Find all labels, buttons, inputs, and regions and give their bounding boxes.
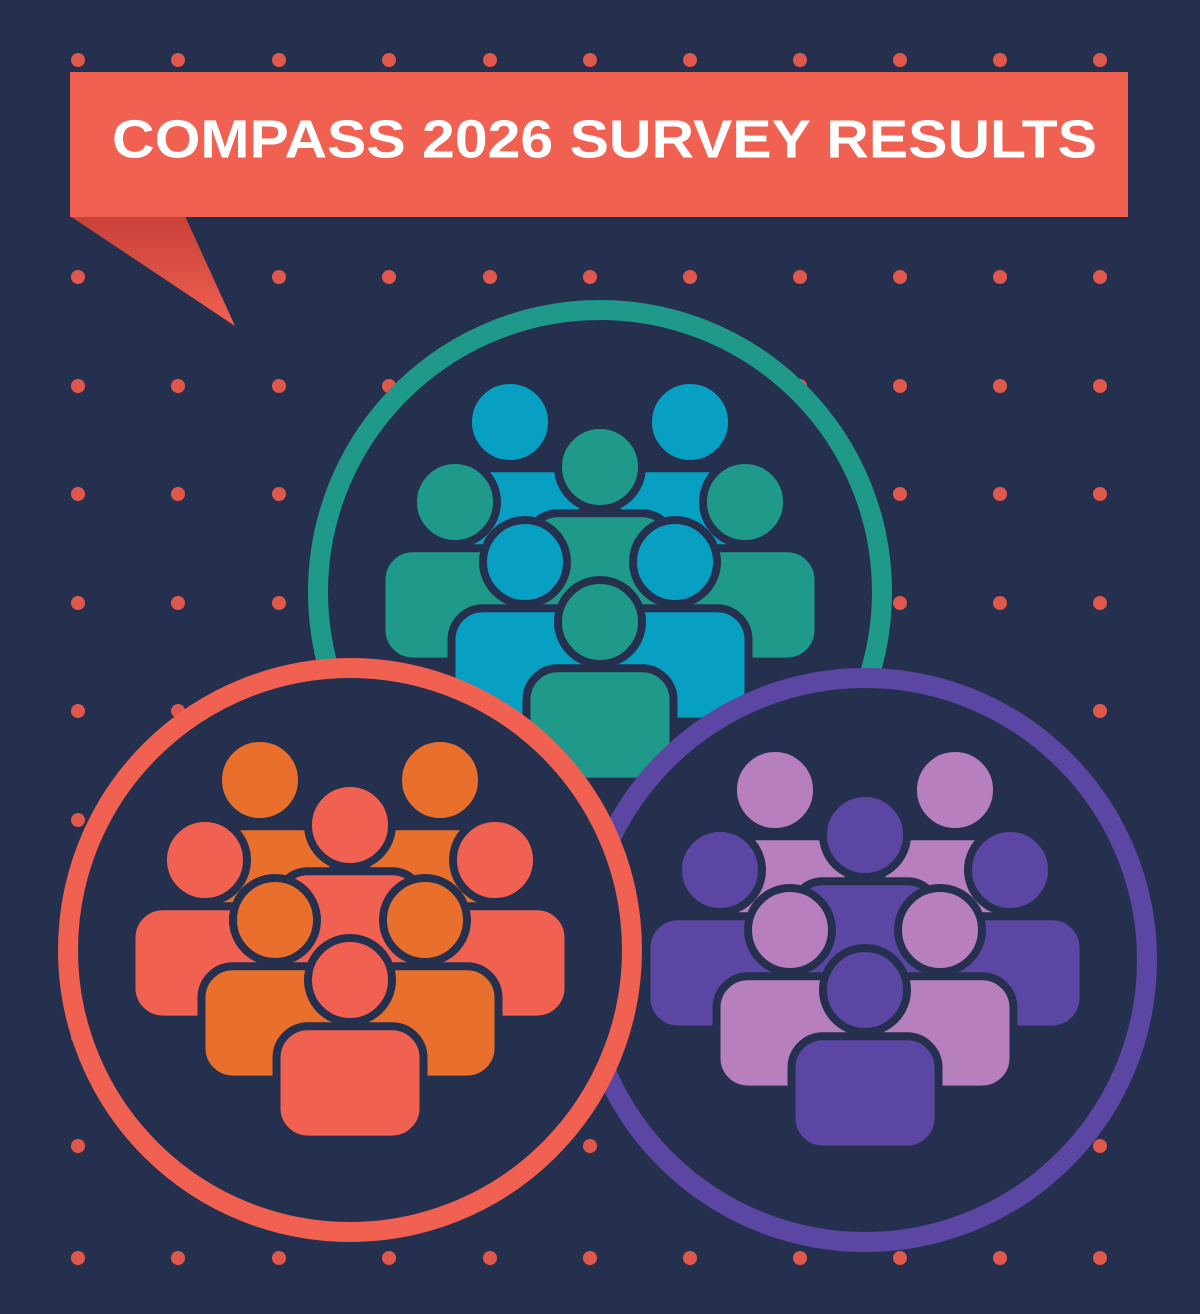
- person-head: [674, 824, 766, 916]
- dot: [893, 270, 907, 284]
- dot: [272, 270, 286, 284]
- dot: [71, 487, 85, 501]
- dot: [583, 53, 597, 67]
- dot: [893, 53, 907, 67]
- dot: [71, 596, 85, 610]
- dot: [993, 53, 1007, 67]
- dot: [583, 270, 597, 284]
- people-icon: [127, 734, 573, 1144]
- people-group: [58, 658, 642, 1242]
- dot: [272, 1251, 286, 1265]
- dot: [793, 1251, 807, 1265]
- person-head: [744, 884, 836, 976]
- dot: [1093, 270, 1107, 284]
- person-head: [479, 516, 571, 608]
- dot: [793, 53, 807, 67]
- person-head: [894, 884, 986, 976]
- dot: [71, 704, 85, 718]
- people-group: [573, 668, 1157, 1252]
- banner-title: COMPASS 2026 SURVEY RESULTS: [112, 109, 1097, 169]
- person-head: [214, 734, 306, 826]
- dot: [1093, 1251, 1107, 1265]
- person-head: [409, 456, 501, 548]
- dot: [171, 1251, 185, 1265]
- dot: [171, 596, 185, 610]
- dot: [993, 596, 1007, 610]
- dot: [382, 270, 396, 284]
- dot: [71, 1139, 85, 1153]
- person-head: [304, 934, 396, 1026]
- dot: [1093, 487, 1107, 501]
- dot: [71, 379, 85, 393]
- dot: [71, 1251, 85, 1265]
- dot: [893, 596, 907, 610]
- person-head: [699, 456, 791, 548]
- person-head: [819, 944, 911, 1036]
- person-body: [272, 1022, 428, 1144]
- dot: [1093, 1139, 1107, 1153]
- dot: [71, 813, 85, 827]
- person-body: [787, 1032, 943, 1154]
- person-head: [159, 814, 251, 906]
- people-icon: [642, 744, 1088, 1154]
- dot: [1093, 596, 1107, 610]
- dot: [483, 1251, 497, 1265]
- dot: [793, 270, 807, 284]
- dot: [272, 596, 286, 610]
- dot: [683, 270, 697, 284]
- dot: [893, 1251, 907, 1265]
- dot: [1093, 379, 1107, 393]
- person-head: [554, 421, 646, 513]
- person-head: [554, 576, 646, 668]
- banner-tail: [70, 216, 235, 326]
- dot: [583, 1139, 597, 1153]
- dot: [993, 379, 1007, 393]
- person-head: [464, 376, 556, 468]
- dot: [993, 487, 1007, 501]
- person-head: [644, 376, 736, 468]
- person-head: [379, 874, 471, 966]
- dot: [272, 53, 286, 67]
- dot: [893, 379, 907, 393]
- dot: [71, 270, 85, 284]
- dot: [272, 379, 286, 393]
- dot: [382, 53, 396, 67]
- people-groups: [58, 300, 1157, 1252]
- dot: [893, 487, 907, 501]
- dot: [683, 1251, 697, 1265]
- person-head: [729, 744, 821, 836]
- person-head: [909, 744, 1001, 836]
- person-head: [394, 734, 486, 826]
- dot: [483, 270, 497, 284]
- dot: [583, 1251, 597, 1265]
- banner: [70, 72, 1128, 217]
- dot: [272, 487, 286, 501]
- person-head: [304, 779, 396, 871]
- dot: [171, 379, 185, 393]
- dot: [683, 53, 697, 67]
- person-head: [964, 824, 1056, 916]
- dot: [993, 1251, 1007, 1265]
- dot: [382, 1251, 396, 1265]
- dot: [993, 270, 1007, 284]
- person-head: [449, 814, 541, 906]
- person-head: [819, 789, 911, 881]
- dot: [1093, 704, 1107, 718]
- people-icon: [377, 376, 823, 786]
- dot: [171, 53, 185, 67]
- person-head: [629, 516, 721, 608]
- dot: [71, 53, 85, 67]
- dot: [1093, 53, 1107, 67]
- dot: [483, 53, 497, 67]
- dot: [171, 487, 185, 501]
- person-head: [229, 874, 321, 966]
